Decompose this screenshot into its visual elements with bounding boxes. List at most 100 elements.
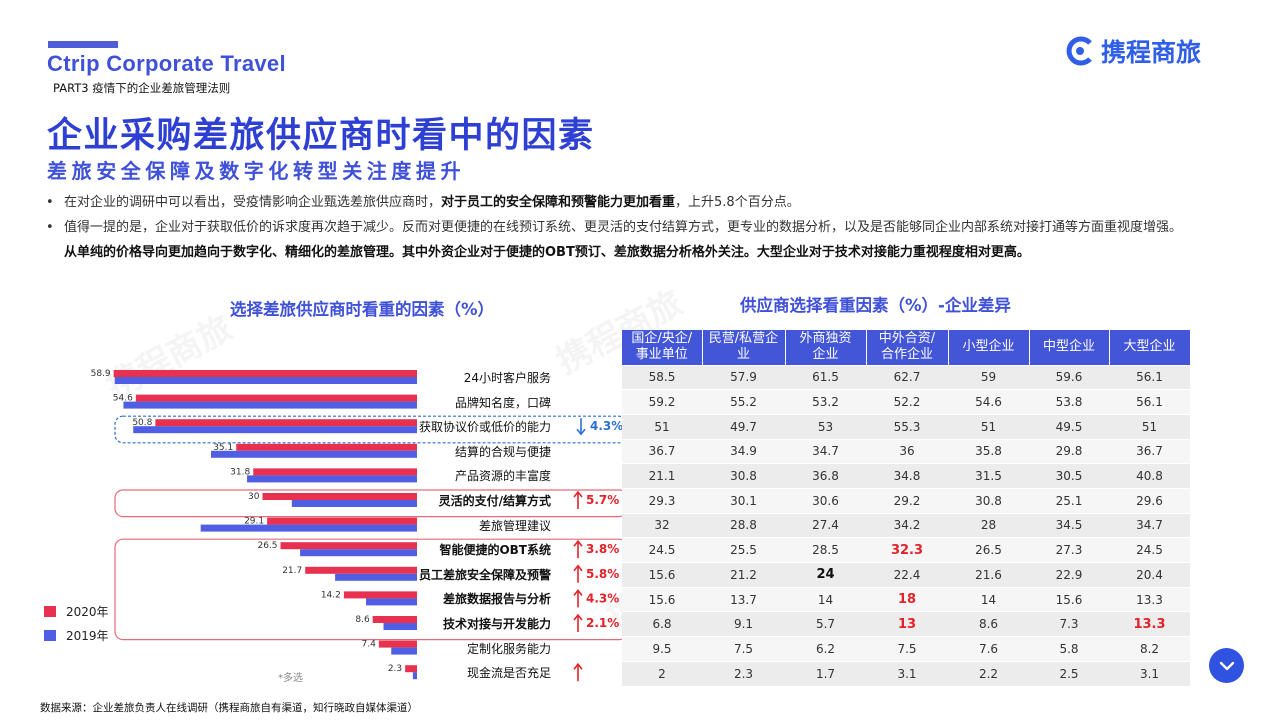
table-cell: 2.2	[948, 660, 1029, 686]
table-cell: 9.5	[622, 636, 702, 662]
table-cell: 51	[948, 413, 1029, 440]
arrow-up-icon	[573, 613, 583, 632]
table-cell: 24.5	[1109, 537, 1190, 563]
table-cell: 3.1	[1109, 660, 1190, 686]
table-cell: 7.5	[866, 636, 948, 662]
table-cell: 9.1	[702, 611, 785, 637]
legend-item-2019: 2019年	[44, 627, 109, 644]
bar-value-label: 58.9	[91, 369, 111, 379]
table-row: 15.6 21.2 24 22.4 21.6 22.9 20.4	[622, 562, 1190, 588]
table-cell: 14	[948, 586, 1029, 612]
table-cell: 51	[622, 413, 702, 440]
table-header-cell: 中型企业	[1029, 330, 1110, 365]
table-cell: 6.8	[622, 611, 702, 637]
table-row: 9.5 7.5 6.2 7.5 7.6 5.8 8.2	[622, 636, 1190, 662]
table-cell: 15.6	[622, 586, 702, 612]
category-label: 获取协议价或低价的能力	[418, 420, 551, 435]
table-cell: 30.5	[1029, 463, 1109, 489]
table-cell: 36.7	[1109, 438, 1190, 464]
table-header-cell: 国企/央企/事业单位	[622, 330, 703, 365]
table-cell: 5.7	[785, 611, 866, 637]
table-cell: 53.8	[1029, 389, 1109, 415]
category-label: 24小时客户服务	[463, 371, 551, 385]
category-label: 差旅管理建议	[478, 518, 551, 533]
category-label: 产品资源的丰富度	[454, 469, 551, 484]
category-label: 现金流是否充足	[466, 666, 551, 681]
legend-swatch	[44, 630, 56, 641]
category-label: 员工差旅安全保障及预警	[418, 567, 551, 582]
table-row: 6.8 9.1 5.7 13 8.6 7.3 13.3	[622, 611, 1190, 637]
table-cell: 7.5	[702, 636, 785, 662]
bar-2019	[383, 623, 417, 630]
table-cell: 56.1	[1109, 389, 1190, 415]
table-cell: 24.5	[622, 537, 702, 563]
table-cell: 36.7	[622, 438, 702, 464]
table-cell: 13	[866, 611, 948, 637]
summary-bullets: 在对企业的调研中可以看出，受疫情影响企业甄选差旅供应商时，对于员工的安全保障和预…	[44, 190, 1184, 265]
table-cell: 28	[948, 512, 1029, 538]
change-label: 4.3%	[590, 419, 623, 433]
arrow-up-icon	[573, 564, 583, 583]
table-cell: 29.8	[1029, 438, 1109, 464]
table-cell: 30.6	[785, 487, 866, 514]
table-cell: 25.5	[702, 537, 785, 563]
bar-2019	[133, 426, 418, 434]
bar-value-label: 54.6	[113, 394, 133, 404]
highlight-box	[114, 415, 628, 444]
table-header-cell: 小型企业	[948, 330, 1030, 365]
table-cell: 3.1	[866, 660, 948, 686]
bar-value-label: 8.6	[355, 615, 370, 625]
table-cell: 2.5	[1029, 660, 1109, 686]
multi-select-note: *多选	[278, 673, 303, 684]
scroll-down-button[interactable]	[1209, 648, 1244, 683]
table-cell: 30.1	[702, 487, 785, 514]
chevron-down-icon	[1219, 661, 1234, 670]
page-title: 企业采购差旅供应商时看中的因素	[47, 116, 595, 156]
table-cell: 18	[866, 586, 948, 612]
table-cell: 59.2	[622, 389, 702, 415]
table-row: 21.1 30.8 36.8 34.8 31.5 30.5 40.8	[622, 463, 1190, 489]
table-header-cell: 大型企业	[1109, 330, 1191, 365]
table-cell: 40.8	[1109, 463, 1190, 489]
table-cell: 21.6	[948, 562, 1029, 588]
bar-2020	[343, 591, 417, 599]
bar-value-label: 30	[248, 492, 260, 502]
section-label: PART3 疫情下的企业差旅管理法则	[53, 81, 231, 95]
bar-2020	[155, 419, 417, 427]
table-cell: 62.7	[866, 364, 948, 390]
bar-2019	[123, 401, 417, 409]
arrow-down-icon	[576, 418, 586, 436]
chart-title: 选择差旅供应商时看重的因素（%）	[230, 300, 495, 319]
table-cell: 15.6	[1029, 586, 1109, 612]
bar-value-label: 35.1	[213, 443, 233, 453]
data-source: 数据来源：企业差旅负责人在线调研（携程商旅自有渠道，知行晓政自媒体渠道）	[40, 702, 418, 714]
arrow-up-icon	[573, 539, 583, 559]
bar-2019	[291, 500, 417, 507]
table-cell: 29.2	[866, 487, 948, 514]
change-label: 5.7%	[586, 493, 619, 507]
brand-title: Ctrip Corporate Travel	[47, 51, 286, 76]
table-row: 58.5 57.9 61.5 62.7 59 59.6 56.1	[622, 364, 1190, 390]
bullet-item: 在对企业的调研中可以看出，受疫情影响企业甄选差旅供应商时，对于员工的安全保障和预…	[44, 190, 1184, 215]
bullet-item: 值得一提的是，企业对于获取低价的诉求度再次趋于减少。反而对更便捷的在线预订系统、…	[44, 215, 1184, 265]
table-cell: 26.5	[948, 537, 1029, 563]
category-label: 差旅数据报告与分析	[442, 592, 551, 607]
table-cell: 32.3	[866, 537, 948, 563]
table-cell: 57.9	[702, 364, 785, 390]
table-cell: 58.5	[622, 364, 702, 390]
bar-2020	[305, 566, 417, 574]
table-cell: 28.5	[785, 537, 866, 563]
bar-2020	[280, 542, 417, 550]
table-cell: 34.5	[1029, 512, 1109, 538]
logo-icon	[1066, 36, 1092, 66]
table-cell: 30.8	[948, 487, 1029, 514]
table-cell: 5.8	[1029, 636, 1109, 662]
table-cell: 61.5	[785, 364, 866, 390]
bar-value-label: 7.4	[362, 640, 377, 650]
bar-2020	[372, 616, 417, 623]
table-cell: 21.2	[702, 562, 785, 588]
change-label: 3.8%	[586, 542, 619, 556]
table-title: 供应商选择看重因素（%）-企业差异	[740, 296, 1011, 315]
table-cell: 35.8	[948, 438, 1029, 464]
table-cell: 6.2	[785, 636, 866, 662]
